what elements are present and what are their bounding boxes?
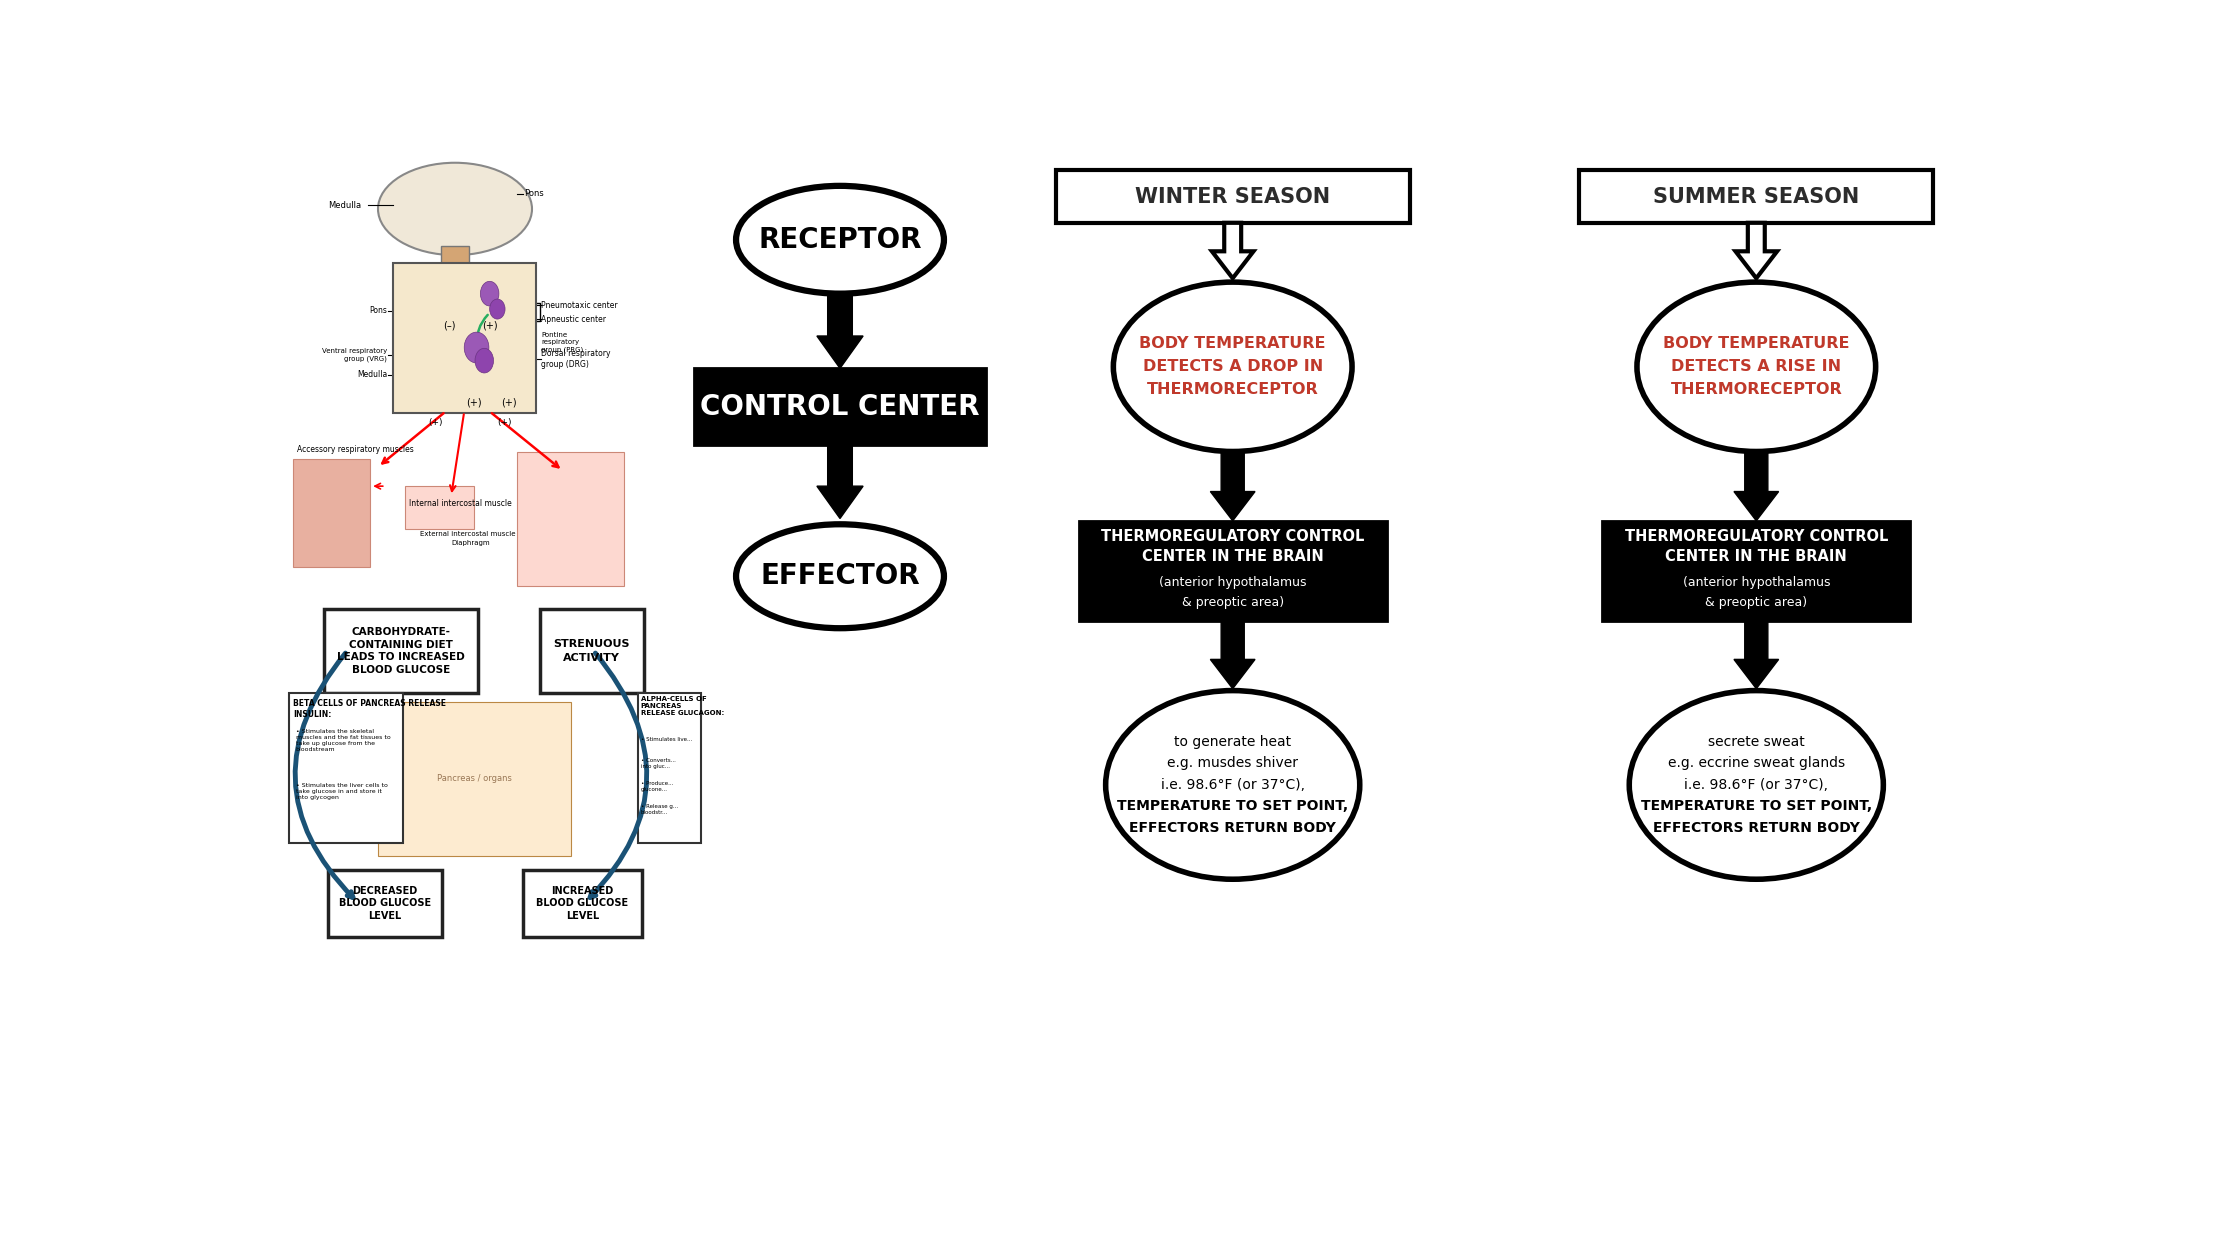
Text: DETECTS A DROP IN: DETECTS A DROP IN [1142,359,1324,374]
Text: TEMPERATURE TO SET POINT,: TEMPERATURE TO SET POINT, [1640,799,1873,814]
Polygon shape [1212,223,1254,278]
Bar [394,263,535,413]
Text: EFFECTORS RETURN BODY: EFFECTORS RETURN BODY [1653,822,1859,835]
Text: e.g. musdes shiver: e.g. musdes shiver [1167,756,1299,770]
Text: Pontine
respiratory
group (PRG): Pontine respiratory group (PRG) [542,333,582,353]
Text: Pneumotaxic center: Pneumotaxic center [542,301,618,310]
Text: • Produce...
glucone...: • Produce... glucone... [641,781,672,791]
Text: EFFECTORS RETURN BODY: EFFECTORS RETURN BODY [1129,822,1335,835]
Text: Internal intercostal muscle: Internal intercostal muscle [408,499,511,508]
Text: THERMORECEPTOR: THERMORECEPTOR [1147,382,1319,397]
Bar [405,486,475,528]
Bar [327,869,441,937]
Bar [1080,520,1387,621]
Polygon shape [1210,454,1254,520]
Bar [638,693,701,843]
Text: SUMMER SEASON: SUMMER SEASON [1653,186,1859,207]
Text: & preoptic area): & preoptic area) [1705,596,1808,610]
Text: Pons: Pons [524,189,544,198]
Text: Accessory respiratory muscles: Accessory respiratory muscles [298,445,414,454]
Text: STRENUOUS
ACTIVITY: STRENUOUS ACTIVITY [553,639,629,663]
Ellipse shape [1113,282,1353,451]
Text: THERMOREGULATORY CONTROL: THERMOREGULATORY CONTROL [1102,529,1364,544]
Text: CARBOHYDRATE-
CONTAINING DIET
LEADS TO INCREASED
BLOOD GLUCOSE: CARBOHYDRATE- CONTAINING DIET LEADS TO I… [338,626,466,675]
Text: (+): (+) [502,397,517,407]
Ellipse shape [1107,690,1360,879]
Bar [441,246,468,285]
Text: secrete sweat: secrete sweat [1707,735,1805,748]
Text: ALPHA-CELLS OF
PANCREAS
RELEASE GLUCAGON:: ALPHA-CELLS OF PANCREAS RELEASE GLUCAGON… [641,697,724,717]
Text: (+): (+) [497,417,513,427]
Text: Pancreas / organs: Pancreas / organs [437,774,511,784]
Text: & preoptic area): & preoptic area) [1183,596,1284,610]
Text: (+): (+) [466,397,482,407]
Polygon shape [1734,621,1779,689]
Ellipse shape [737,185,943,294]
Bar [325,610,477,693]
Text: DETECTS A RISE IN: DETECTS A RISE IN [1671,359,1841,374]
Bar [379,702,571,856]
Text: • Converts...
into gluc...: • Converts... into gluc... [641,759,676,769]
Text: Pons: Pons [370,306,388,315]
Bar [517,451,625,586]
Text: EFFECTOR: EFFECTOR [759,562,921,590]
Bar [289,693,403,843]
Text: • Release g...
bloodstr...: • Release g... bloodstr... [641,804,679,815]
Polygon shape [1734,454,1779,520]
Text: to generate heat: to generate heat [1174,735,1290,748]
Ellipse shape [475,348,493,373]
Text: CENTER IN THE BRAIN: CENTER IN THE BRAIN [1664,549,1848,564]
Text: • Stimulates the liver cells to
take glucose in and store it
into glycogen: • Stimulates the liver cells to take glu… [296,784,388,800]
Text: (anterior hypothalamus: (anterior hypothalamus [1158,576,1306,590]
Text: Dorsal respiratory
group (DRG): Dorsal respiratory group (DRG) [542,349,612,369]
Text: i.e. 98.6°F (or 37°C),: i.e. 98.6°F (or 37°C), [1160,777,1304,791]
Text: (+): (+) [428,417,444,427]
Polygon shape [818,445,862,519]
Polygon shape [1736,223,1776,278]
Text: BODY TEMPERATURE: BODY TEMPERATURE [1662,336,1850,352]
Text: Ventral respiratory
group (VRG): Ventral respiratory group (VRG) [323,349,388,362]
Bar [1602,520,1911,621]
Text: THERMORECEPTOR: THERMORECEPTOR [1671,382,1841,397]
Text: (–): (–) [444,320,457,330]
Text: INCREASED
BLOOD GLUCOSE
LEVEL: INCREASED BLOOD GLUCOSE LEVEL [535,886,629,921]
Ellipse shape [491,299,504,319]
Bar [293,459,370,567]
Ellipse shape [1637,282,1875,451]
Text: Apneustic center: Apneustic center [542,315,607,324]
Text: e.g. eccrine sweat glands: e.g. eccrine sweat glands [1669,756,1846,770]
Text: Medulla: Medulla [356,370,388,379]
Text: i.e. 98.6°F (or 37°C),: i.e. 98.6°F (or 37°C), [1684,777,1828,791]
Ellipse shape [737,524,943,629]
Text: CENTER IN THE BRAIN: CENTER IN THE BRAIN [1142,549,1324,564]
Text: Diaphragm: Diaphragm [450,541,491,547]
Text: TEMPERATURE TO SET POINT,: TEMPERATURE TO SET POINT, [1118,799,1348,814]
Bar [522,869,643,937]
Bar [1579,170,1933,223]
Ellipse shape [379,163,533,256]
Text: BETA CELLS OF PANCREAS RELEASE
INSULIN:: BETA CELLS OF PANCREAS RELEASE INSULIN: [293,698,446,718]
Bar [540,610,643,693]
Text: (+): (+) [482,320,497,330]
Text: THERMOREGULATORY CONTROL: THERMOREGULATORY CONTROL [1624,529,1888,544]
Text: • Stimulates live...: • Stimulates live... [641,737,692,742]
Bar [694,368,986,445]
Polygon shape [818,295,862,368]
Text: WINTER SEASON: WINTER SEASON [1136,186,1331,207]
Text: • Stimulates the skeletal
muscles and the fat tissues to
take up glucose from th: • Stimulates the skeletal muscles and th… [296,730,390,752]
Ellipse shape [479,281,500,306]
Text: BODY TEMPERATURE: BODY TEMPERATURE [1140,336,1326,352]
Ellipse shape [464,333,488,363]
Polygon shape [1210,621,1254,689]
Ellipse shape [1628,690,1884,879]
Text: Medulla: Medulla [327,200,361,209]
Text: DECREASED
BLOOD GLUCOSE
LEVEL: DECREASED BLOOD GLUCOSE LEVEL [338,886,430,921]
Bar [1055,170,1409,223]
Text: External intercostal muscle: External intercostal muscle [421,532,515,537]
Text: RECEPTOR: RECEPTOR [759,226,921,253]
Text: (anterior hypothalamus: (anterior hypothalamus [1682,576,1830,590]
Text: CONTROL CENTER: CONTROL CENTER [701,393,979,421]
